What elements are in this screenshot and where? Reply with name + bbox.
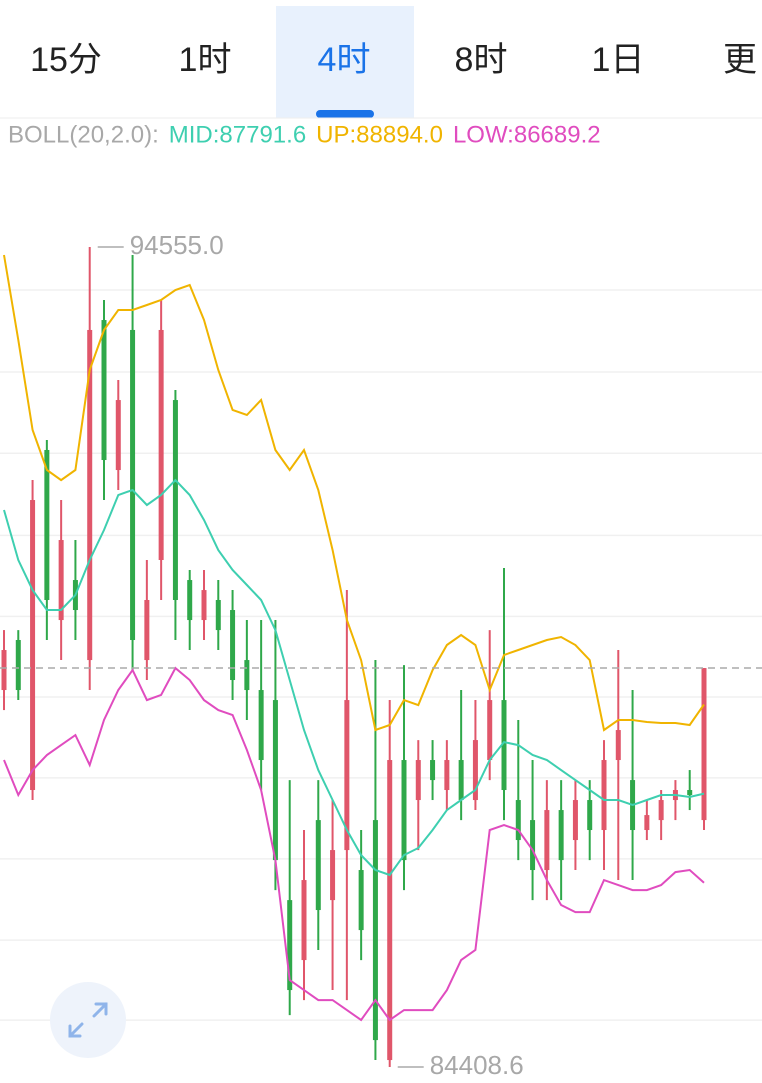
extreme-label: 94555.0 (130, 230, 224, 260)
indicator-value: LOW:86689.2 (453, 121, 601, 148)
boll-line (3, 254, 705, 732)
expand-icon (68, 1002, 108, 1038)
tab[interactable]: 4时 (318, 41, 371, 79)
tab[interactable]: 1日 (592, 41, 645, 79)
candle-body (658, 800, 664, 821)
candle-body (615, 730, 621, 761)
candle-body (130, 329, 136, 641)
candle-body (87, 329, 93, 661)
tab[interactable]: 15分 (30, 41, 102, 79)
candle-body (687, 790, 693, 796)
active-tab-indicator (316, 110, 374, 118)
tab[interactable]: 8时 (455, 41, 508, 79)
candle-body (401, 760, 407, 861)
tab[interactable]: 1时 (179, 41, 232, 79)
candle-body (587, 800, 593, 831)
candle-body (472, 740, 478, 801)
indicator-row: BOLL(20,2.0): MID:87791.6 UP:88894.0 LOW:86… (8, 121, 601, 148)
candle-body (415, 760, 421, 801)
candle-body (487, 700, 493, 761)
candle-body (144, 600, 150, 661)
tab[interactable]: 更 (723, 41, 757, 79)
candle-body (358, 870, 364, 931)
boll-line (3, 478, 705, 877)
candle-body (701, 668, 707, 821)
candle-body (430, 760, 436, 781)
candle-body (301, 880, 307, 961)
candle-body (330, 850, 336, 901)
candle-body (501, 700, 507, 791)
candle-body (1, 650, 7, 691)
candle-body (344, 700, 350, 851)
candle-body (272, 700, 278, 861)
candle-body (258, 690, 264, 761)
candle-body (601, 760, 607, 831)
candle-body (44, 449, 50, 601)
indicator-value: UP:88894.0 (316, 121, 443, 148)
candle-body (172, 400, 178, 601)
candle-body (158, 329, 164, 560)
candle-body (444, 760, 450, 791)
candle-body (515, 800, 521, 841)
fullscreen-button[interactable] (50, 982, 126, 1058)
candle-body (558, 810, 564, 861)
candle-body (215, 600, 221, 631)
button-bg (50, 982, 126, 1058)
candle-body (244, 660, 250, 691)
candle-body (544, 810, 550, 871)
tab-bar: 15分 1时 4时 8时 1日 更 (30, 41, 757, 79)
candle-body (115, 400, 121, 471)
candle-body (458, 760, 464, 801)
candle-body (187, 580, 193, 621)
candle-body (530, 820, 536, 871)
candle-body (101, 320, 107, 461)
active-tab-bg (276, 6, 414, 118)
candle-body (315, 820, 321, 911)
extreme-label: 84408.6 (430, 1050, 524, 1080)
candle-body (58, 540, 64, 621)
chart: 94555.0 84408.6 (0, 230, 762, 1080)
candle-body (230, 610, 236, 681)
indicator-value: MID:87791.6 (169, 121, 306, 148)
candle-body (644, 815, 650, 831)
candle-body (30, 500, 36, 791)
candle-body (15, 640, 21, 691)
candle-body (387, 760, 393, 1061)
candle-body (572, 800, 578, 841)
indicator-value: BOLL(20,2.0): (8, 121, 159, 148)
candle-body (372, 820, 378, 1041)
boll-line (3, 666, 705, 1022)
candle-body (287, 900, 293, 991)
candle-body (201, 590, 207, 621)
